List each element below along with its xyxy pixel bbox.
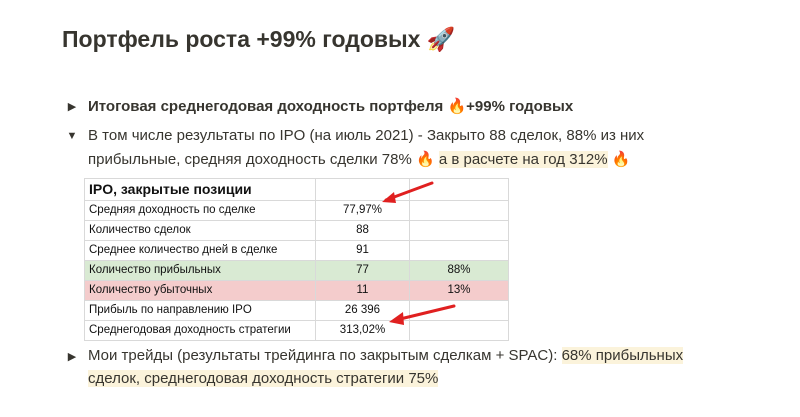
table-header-row: IPO, закрытые позиции — [84, 178, 509, 201]
ipo-results-plain: прибыльные, средняя доходность сделки 78… — [88, 151, 435, 168]
table-row: Среднее количество дней в сделке 91 — [84, 240, 509, 261]
trades-line-1: Мои трейды (результаты трейдинга по закр… — [88, 347, 684, 364]
table-row: Количество сделок 88 — [84, 220, 509, 241]
trades-plain: Мои трейды (результаты трейдинга по закр… — [88, 347, 558, 364]
ipo-results-line-1: В том числе результаты по IPO (на июль 2… — [88, 127, 645, 144]
trades-highlight-1: 68% прибыльных — [561, 347, 684, 364]
table-row: Среднегодовая доходность стратегии 313,0… — [84, 320, 509, 341]
table-row: Прибыль по направлению IPO 26 396 — [84, 300, 509, 321]
page-title: Портфель роста +99% годовых 🚀 — [62, 26, 456, 52]
toggle-triangle-icon[interactable]: ▶ — [67, 101, 77, 113]
red-arrow-icon — [382, 181, 434, 203]
fire-icon: 🔥 — [611, 151, 631, 168]
trades-highlight-2: сделок, среднегодовая доходность стратег… — [88, 370, 439, 387]
table-row-losing: Количество убыточных 11 13% — [84, 280, 509, 301]
red-arrow-icon — [389, 304, 456, 325]
toggle-triangle-icon[interactable]: ▼ — [66, 130, 78, 142]
ipo-results-line-2: прибыльные, средняя доходность сделки 78… — [88, 150, 630, 168]
bullet-summary-text: Итоговая среднегодовая доходность портфе… — [88, 98, 574, 115]
ipo-annual-highlight: а в расчете на год 312% — [438, 151, 608, 168]
table-row-profitable: Количество прибыльных 77 88% — [84, 260, 509, 281]
toggle-triangle-icon[interactable]: ▶ — [67, 351, 77, 363]
ipo-table: IPO, закрытые позиции Средняя доходность… — [84, 178, 509, 341]
trades-line-2: сделок, среднегодовая доходность стратег… — [88, 370, 439, 387]
table-row: Средняя доходность по сделке 77,97% — [84, 200, 509, 221]
table-header: IPO, закрытые позиции — [84, 178, 316, 201]
